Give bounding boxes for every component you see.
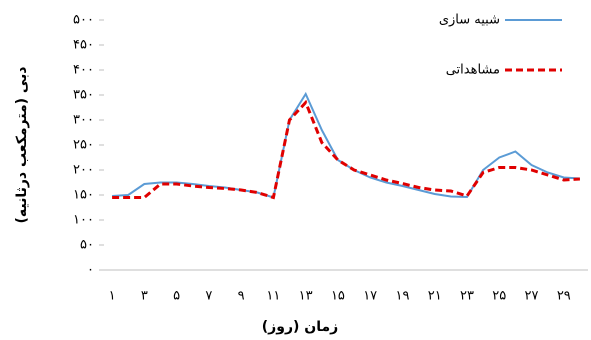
x-tick-label: ۷ — [205, 289, 212, 304]
y-tick-label: ۵۰ — [80, 238, 94, 253]
x-tick-label: ۲۳ — [460, 289, 474, 304]
y-tick-label: ۴۵۰ — [73, 38, 94, 53]
y-tick-label: ۵۰۰ — [73, 13, 94, 28]
x-tick-label: ۲۷ — [525, 289, 539, 304]
y-tick-label: ۴۰۰ — [73, 63, 94, 78]
legend-label: شبیه سازی — [439, 13, 500, 28]
y-tick-label: ٠ — [87, 263, 94, 278]
x-tick-label: ۹ — [238, 289, 245, 304]
x-tick-label: ۲۱ — [428, 289, 442, 304]
x-tick-label: ۲۹ — [557, 289, 571, 304]
legend-label: مشاهداتی — [446, 63, 500, 78]
x-tick-label: ۱۷ — [363, 289, 377, 304]
x-tick-label: ۳ — [141, 289, 148, 304]
line-series — [112, 91, 580, 199]
y-tick-label: ۲۰۰ — [73, 163, 94, 178]
x-tick-label: ۱۱ — [266, 289, 280, 304]
y-tick-label: ۲۵۰ — [73, 138, 94, 153]
x-tick-label: ۱۵ — [331, 289, 345, 304]
x-tick-label: ۱۹ — [395, 289, 409, 304]
y-tick-label: ۳۰۰ — [73, 113, 94, 128]
y-axis-title: دبی (مترمکعب درثانیه) — [14, 67, 30, 224]
line-series — [112, 99, 580, 200]
x-tick-label: ۵ — [173, 289, 180, 304]
y-tick-label: ۳۵۰ — [73, 88, 94, 103]
y-tick-label: ۱۵۰ — [73, 188, 94, 203]
x-tick-label: ۱ — [109, 289, 116, 304]
y-tick-label: ۱۰۰ — [73, 213, 94, 228]
x-tick-label: ۱۳ — [299, 289, 313, 304]
x-axis-title: زمان (روز) — [262, 319, 338, 335]
x-tick-label: ۲۵ — [492, 289, 506, 304]
